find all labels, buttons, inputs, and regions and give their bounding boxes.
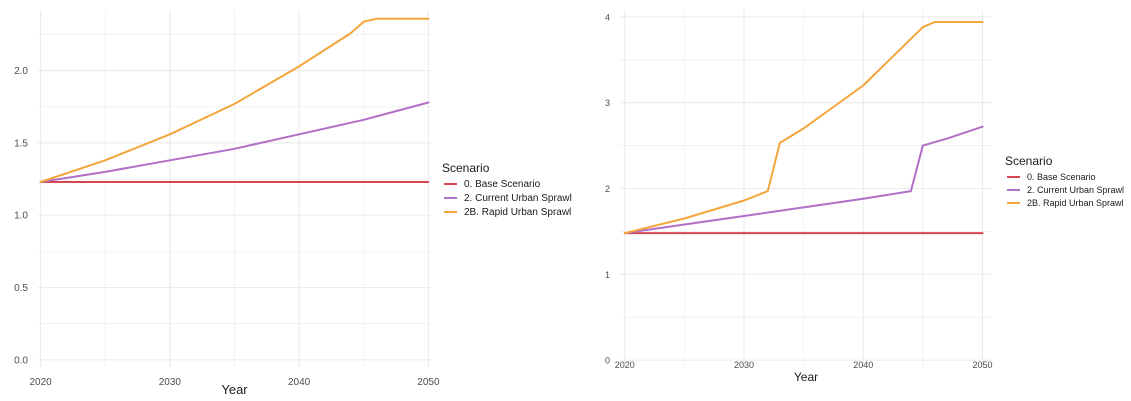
x-tick-label: 2050 bbox=[417, 377, 440, 388]
chart-2: 2020 2030 2040 2050 0 1 2 3 4 Year Scenario 0. Base… bbox=[605, 10, 1124, 384]
legend-label: 2. Current Urban Sprawl bbox=[1027, 185, 1124, 195]
chart-1: 2020 2030 2040 2050 0.0 0.5 1.0 1.5 2.0 Year Scena… bbox=[14, 10, 572, 397]
series-line-3 bbox=[39, 17, 430, 183]
series-line-3 bbox=[623, 21, 984, 235]
legend-label: 2B. Rapid Urban Sprawl bbox=[1027, 198, 1124, 208]
x-tick-label: 2050 bbox=[972, 360, 992, 370]
legend-label: 2B. Rapid Urban Sprawl bbox=[464, 207, 571, 218]
y-tick-label: 0 bbox=[605, 356, 610, 366]
y-tick-label: 2.0 bbox=[14, 66, 28, 77]
x-tick-label: 2040 bbox=[853, 360, 873, 370]
y-tick-label: 3 bbox=[605, 98, 610, 108]
legend: Scenario 0. Base Scenario 2. Current Urban… bbox=[442, 161, 572, 218]
series-line-2 bbox=[623, 125, 984, 235]
legend: Scenario 0. Base Scenario 2. Current Urban… bbox=[1005, 154, 1124, 208]
y-tick-label: 1 bbox=[605, 270, 610, 280]
x-axis-title: Year bbox=[794, 370, 818, 384]
x-axis-title: Year bbox=[221, 382, 248, 397]
legend-title: Scenario bbox=[1005, 154, 1053, 168]
y-tick-label: 1.5 bbox=[14, 138, 28, 149]
legend-label: 2. Current Urban Sprawl bbox=[464, 193, 572, 204]
x-tick-label: 2020 bbox=[29, 377, 52, 388]
x-tick-label: 2040 bbox=[288, 377, 311, 388]
y-tick-label: 1.0 bbox=[14, 211, 28, 222]
x-tick-label: 2020 bbox=[615, 360, 635, 370]
legend-label: 0. Base Scenario bbox=[464, 179, 541, 190]
y-tick-label: 0.0 bbox=[14, 355, 28, 366]
y-tick-label: 0.5 bbox=[14, 283, 28, 294]
legend-title: Scenario bbox=[442, 161, 490, 175]
legend-label: 0. Base Scenario bbox=[1027, 172, 1096, 182]
x-tick-label: 2030 bbox=[734, 360, 754, 370]
y-tick-label: 2 bbox=[605, 184, 610, 194]
y-tick-label: 4 bbox=[605, 12, 610, 22]
series-line-2 bbox=[39, 101, 430, 183]
x-tick-label: 2030 bbox=[159, 377, 182, 388]
